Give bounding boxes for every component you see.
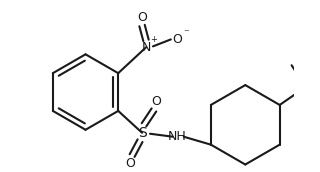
Text: NH: NH: [168, 130, 187, 143]
Text: +: +: [150, 35, 157, 44]
Text: N: N: [141, 41, 151, 54]
Text: O: O: [125, 157, 135, 170]
Text: ⁻: ⁻: [183, 28, 189, 39]
Text: S: S: [138, 126, 147, 140]
Text: O: O: [172, 33, 182, 46]
Text: O: O: [137, 11, 147, 24]
Text: O: O: [151, 95, 161, 109]
